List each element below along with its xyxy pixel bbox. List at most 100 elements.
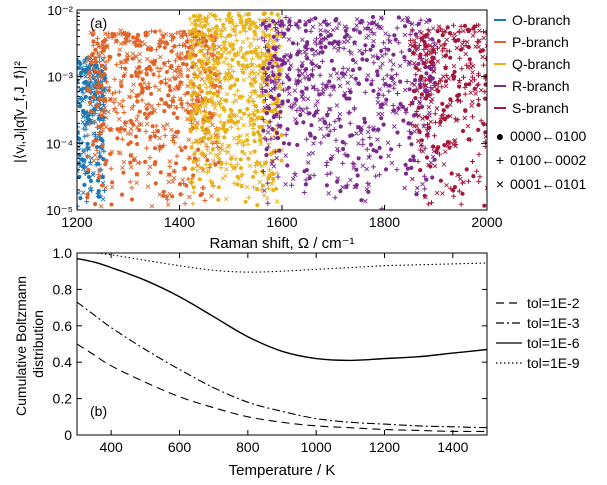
scatter-point — [251, 71, 257, 77]
marker-label: 0001←0101 — [510, 176, 587, 192]
scatter-point — [422, 145, 428, 151]
scatter-point — [263, 34, 268, 39]
scatter-point — [402, 55, 407, 60]
scatter-point — [318, 40, 323, 45]
scatter-point — [229, 154, 235, 160]
scatter-point — [442, 149, 448, 155]
scatter-point — [250, 68, 256, 74]
scatter-point — [135, 32, 141, 38]
scatter-point — [153, 146, 158, 151]
scatter-point — [380, 92, 386, 98]
scatter-point — [250, 110, 256, 115]
scatter-point — [238, 15, 244, 20]
scatter-point — [191, 13, 196, 19]
scatter-point — [261, 128, 266, 133]
scatter-point — [336, 76, 342, 81]
scatter-point — [409, 81, 415, 86]
scatter-point — [133, 70, 138, 75]
scatter-point — [100, 143, 105, 149]
y-tick-label: 0 — [64, 427, 72, 443]
scatter-point — [465, 123, 471, 129]
scatter-point — [317, 72, 323, 78]
scatter-point — [434, 82, 440, 88]
scatter-point — [238, 48, 243, 54]
scatter-point — [418, 85, 423, 90]
scatter-point — [168, 88, 173, 93]
scatter-point — [474, 168, 480, 174]
scatter-point — [203, 33, 209, 39]
scatter-point — [122, 127, 127, 132]
scatter-point — [167, 104, 173, 110]
scatter-point — [446, 76, 452, 82]
scatter-point — [381, 40, 387, 46]
scatter-point — [183, 145, 188, 150]
scatter-point — [137, 51, 143, 57]
scatter-point — [238, 165, 243, 171]
scatter-point — [354, 183, 359, 188]
scatter-point — [335, 179, 340, 184]
scatter-point — [98, 203, 104, 209]
scatter-point — [159, 97, 164, 102]
scatter-point — [462, 23, 468, 28]
scatter-point — [256, 44, 262, 50]
scatter-point — [280, 80, 286, 86]
scatter-point — [335, 48, 341, 53]
scatter-point — [149, 91, 154, 96]
scatter-point — [260, 117, 266, 123]
scatter-point — [423, 34, 428, 39]
scatter-point — [194, 126, 200, 132]
scatter-point — [224, 71, 230, 77]
scatter-point — [85, 132, 91, 138]
scatter-point — [452, 116, 458, 122]
scatter-point — [300, 108, 306, 114]
scatter-point — [407, 42, 413, 48]
scatter-point — [247, 26, 252, 31]
scatter-point — [91, 158, 97, 164]
scatter-point — [320, 86, 326, 92]
scatter-point — [195, 74, 201, 80]
scatter-point — [106, 31, 112, 37]
scatter-point — [272, 86, 278, 92]
scatter-point — [86, 82, 91, 87]
scatter-point — [265, 103, 271, 109]
scatter-point — [190, 140, 196, 146]
scatter-point — [78, 86, 84, 92]
scatter-point — [193, 102, 198, 108]
scatter-point — [107, 54, 112, 59]
scatter-point — [167, 164, 173, 170]
scatter-point — [304, 67, 309, 72]
scatter-point — [119, 31, 124, 37]
scatter-point — [218, 85, 224, 91]
scatter-point — [244, 184, 250, 190]
scatter-point — [157, 80, 163, 86]
scatter-point — [347, 120, 353, 126]
scatter-point — [289, 182, 295, 188]
scatter-point — [257, 17, 263, 23]
scatter-point — [266, 66, 271, 71]
scatter-point — [230, 57, 235, 62]
scatter-point — [386, 37, 392, 43]
scatter-point — [227, 112, 233, 118]
scatter-point — [304, 86, 309, 91]
scatter-point — [276, 77, 282, 83]
scatter-point — [127, 179, 133, 185]
scatter-point — [342, 151, 348, 157]
scatter-point — [451, 63, 457, 69]
scatter-point — [470, 33, 476, 38]
scatter-point — [417, 129, 422, 134]
scatter-point — [472, 77, 477, 83]
scatter-point — [423, 194, 428, 200]
scatter-point — [434, 86, 439, 92]
scatter-point — [432, 163, 438, 169]
scatter-point — [376, 127, 381, 132]
scatter-point — [148, 134, 153, 139]
scatter-point — [265, 144, 271, 150]
scatter-point — [204, 147, 210, 153]
scatter-point — [132, 156, 138, 161]
scatter-point — [129, 88, 135, 94]
scatter-point — [171, 175, 177, 181]
scatter-point — [408, 38, 413, 44]
scatter-point — [144, 115, 149, 120]
scatter-point — [88, 178, 93, 183]
legend-label: tol=1E-2 — [527, 295, 580, 311]
